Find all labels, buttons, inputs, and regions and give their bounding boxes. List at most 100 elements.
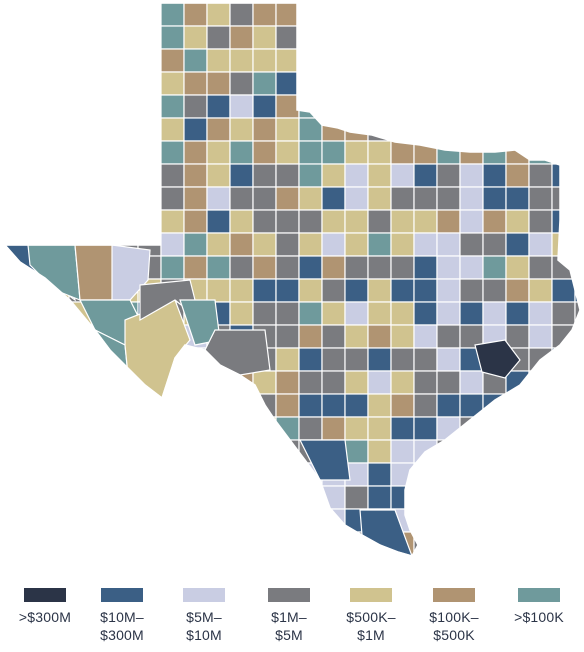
county	[183, 393, 208, 418]
county	[160, 554, 185, 556]
county	[390, 48, 415, 73]
county	[528, 3, 553, 27]
county	[459, 255, 484, 280]
county	[344, 255, 369, 280]
county	[413, 232, 438, 257]
legend-item-1m-5m: $1M– $5M	[244, 588, 334, 644]
county	[68, 209, 93, 234]
county	[160, 462, 185, 487]
county	[459, 462, 484, 487]
county	[114, 186, 139, 211]
county	[275, 3, 300, 27]
county	[137, 117, 162, 142]
county	[137, 3, 162, 27]
county	[367, 324, 392, 349]
county	[252, 48, 277, 73]
county	[22, 94, 47, 119]
county	[436, 324, 461, 349]
county	[68, 25, 93, 50]
county	[551, 209, 576, 234]
county	[206, 209, 231, 234]
county	[275, 347, 300, 372]
county	[229, 3, 254, 27]
county	[413, 416, 438, 441]
legend-label: $500K– $1M	[346, 609, 396, 643]
county	[574, 278, 580, 303]
county	[482, 71, 507, 96]
county	[574, 439, 580, 464]
county	[45, 462, 70, 487]
county	[45, 554, 70, 556]
county	[183, 347, 208, 372]
county	[321, 278, 346, 303]
county	[91, 370, 116, 395]
county	[252, 554, 277, 556]
county	[551, 439, 576, 464]
county	[5, 531, 24, 556]
county	[574, 94, 580, 119]
county	[114, 531, 139, 556]
county	[482, 393, 507, 418]
county	[390, 278, 415, 303]
legend-item-5m-10m: $5M– $10M	[159, 588, 249, 644]
county	[252, 25, 277, 50]
county	[137, 554, 162, 556]
county	[298, 301, 323, 326]
county	[574, 485, 580, 510]
county	[252, 416, 277, 441]
county	[22, 370, 47, 395]
county	[505, 25, 530, 50]
county	[505, 393, 530, 418]
county	[344, 117, 369, 142]
county	[252, 71, 277, 96]
legend-label: $5M– $10M	[186, 609, 222, 643]
county	[551, 3, 576, 27]
county	[160, 255, 185, 280]
county	[229, 255, 254, 280]
county	[206, 186, 231, 211]
county	[298, 25, 323, 50]
county	[183, 416, 208, 441]
county	[321, 554, 346, 556]
county	[206, 25, 231, 50]
county	[482, 301, 507, 326]
county	[137, 393, 162, 418]
county	[436, 117, 461, 142]
county	[505, 508, 530, 533]
county	[5, 485, 24, 510]
county	[183, 439, 208, 464]
county	[528, 324, 553, 349]
county	[321, 140, 346, 165]
county	[229, 117, 254, 142]
county	[528, 163, 553, 188]
county	[574, 324, 580, 349]
county	[275, 140, 300, 165]
county	[344, 48, 369, 73]
county	[390, 25, 415, 50]
county	[298, 71, 323, 96]
county	[574, 347, 580, 372]
county	[528, 370, 553, 395]
county	[321, 25, 346, 50]
county	[321, 531, 346, 556]
legend-swatch	[101, 588, 143, 602]
county	[137, 48, 162, 73]
county	[45, 3, 70, 27]
county	[22, 508, 47, 533]
county-harris	[474, 339, 521, 379]
county	[367, 301, 392, 326]
county	[5, 301, 24, 326]
county-val-verde	[204, 329, 271, 376]
county	[91, 439, 116, 464]
county	[413, 554, 438, 556]
county	[5, 508, 24, 533]
county	[275, 25, 300, 50]
county	[298, 186, 323, 211]
county	[459, 3, 484, 27]
county	[252, 301, 277, 326]
county	[114, 393, 139, 418]
county	[574, 301, 580, 326]
county	[321, 255, 346, 280]
county	[321, 485, 346, 510]
county	[413, 393, 438, 418]
